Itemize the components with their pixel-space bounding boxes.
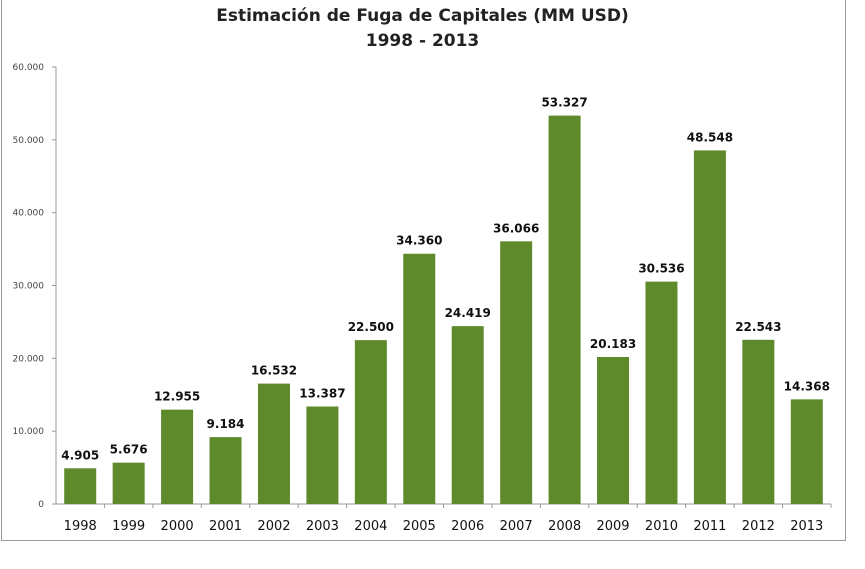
bar xyxy=(645,281,678,504)
chart-subtitle: 1998 - 2013 xyxy=(365,31,480,51)
x-tick-label: 2003 xyxy=(306,519,339,534)
data-label: 9.184 xyxy=(207,417,245,431)
data-label: 14.368 xyxy=(784,379,830,393)
data-label: 4.905 xyxy=(61,448,99,462)
x-tick-label: 2012 xyxy=(742,519,775,534)
x-tick-label: 2010 xyxy=(645,519,678,534)
y-tick-label: 30.000 xyxy=(13,282,45,292)
bar xyxy=(161,409,194,504)
x-tick-label: 2000 xyxy=(161,519,194,534)
bar xyxy=(500,241,533,504)
x-tick-label: 2008 xyxy=(548,519,581,534)
x-tick-label: 2006 xyxy=(451,519,484,534)
x-tick-label: 1999 xyxy=(112,519,145,534)
data-label: 22.500 xyxy=(348,320,394,334)
x-tick-label: 2004 xyxy=(354,519,387,534)
bar xyxy=(790,399,823,504)
bar xyxy=(112,462,145,504)
bar xyxy=(451,326,484,504)
data-label: 12.955 xyxy=(154,390,200,404)
data-label: 16.532 xyxy=(251,364,297,378)
y-tick-label: 0 xyxy=(38,500,44,510)
data-label: 53.327 xyxy=(541,96,587,110)
x-tick-label: 2007 xyxy=(500,519,533,534)
data-label: 24.419 xyxy=(445,306,491,320)
y-tick-label: 60.000 xyxy=(13,63,45,73)
data-label: 20.183 xyxy=(590,337,636,351)
y-tick-label: 10.000 xyxy=(13,427,45,437)
bar xyxy=(742,339,775,504)
y-tick-label: 50.000 xyxy=(13,136,45,146)
data-label: 36.066 xyxy=(493,221,539,235)
x-tick-label: 2009 xyxy=(596,519,629,534)
bar xyxy=(306,406,339,504)
y-tick-label: 20.000 xyxy=(13,354,45,364)
data-label: 48.548 xyxy=(687,130,733,144)
bar xyxy=(209,437,242,504)
x-tick-label: 2013 xyxy=(790,519,823,534)
data-label: 22.543 xyxy=(735,320,781,334)
bar xyxy=(693,150,726,504)
data-label: 30.536 xyxy=(638,262,684,276)
x-tick-label: 2011 xyxy=(693,519,726,534)
chart-frame xyxy=(1,0,846,541)
bar xyxy=(257,383,290,504)
y-tick-label: 40.000 xyxy=(13,209,45,219)
bar xyxy=(548,115,581,504)
bar xyxy=(403,253,436,504)
data-label: 5.676 xyxy=(110,443,148,457)
chart-title: Estimación de Fuga de Capitales (MM USD) xyxy=(216,6,629,26)
bar xyxy=(597,357,630,504)
data-label: 34.360 xyxy=(396,234,442,248)
x-tick-label: 2002 xyxy=(257,519,290,534)
x-tick-label: 2005 xyxy=(403,519,436,534)
bar xyxy=(354,340,387,504)
data-label: 13.387 xyxy=(299,386,345,400)
bar xyxy=(64,468,97,504)
x-tick-label: 1998 xyxy=(64,519,97,534)
x-tick-label: 2001 xyxy=(209,519,242,534)
